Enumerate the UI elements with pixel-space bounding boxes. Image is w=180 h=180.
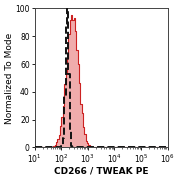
Y-axis label: Normalized To Mode: Normalized To Mode xyxy=(5,32,14,123)
X-axis label: CD266 / TWEAK PE: CD266 / TWEAK PE xyxy=(54,166,148,175)
